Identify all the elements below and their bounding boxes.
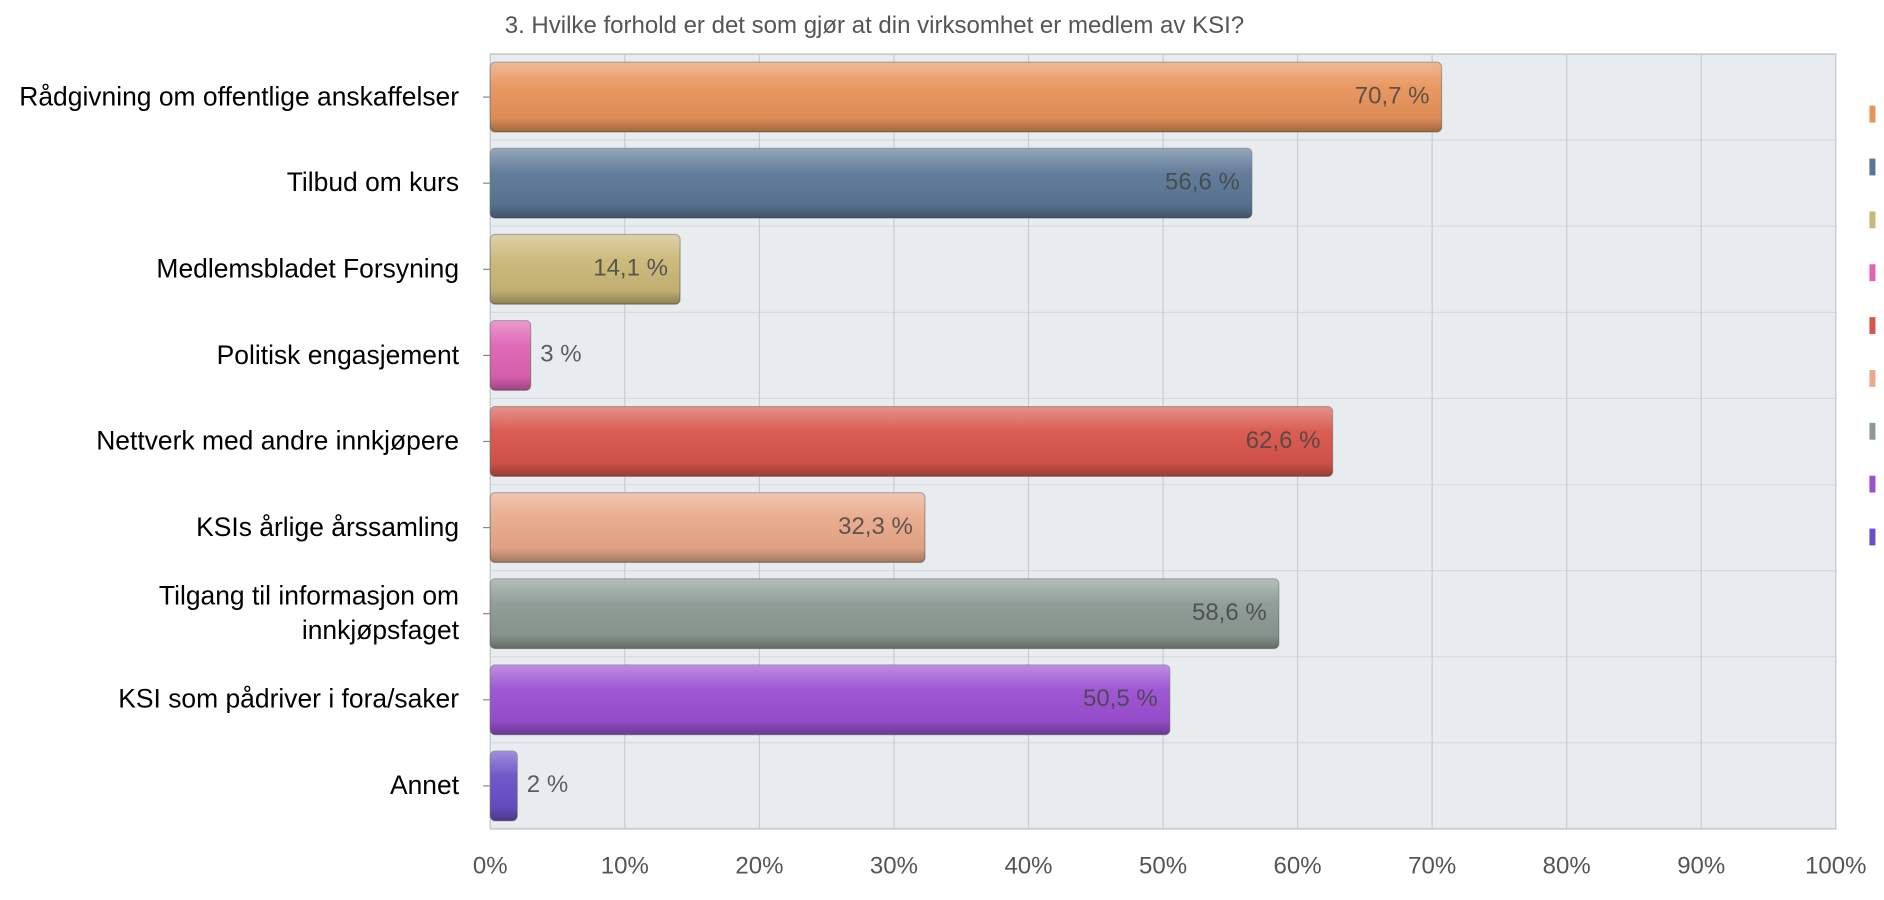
chart-title: 3. Hvilke forhold er det som gjør at din… (505, 12, 1244, 39)
legend-swatch (1869, 422, 1876, 440)
y-tick-label: Politisk engasjement (216, 339, 460, 370)
value-label: 3 % (540, 341, 581, 368)
legend-swatch (1869, 211, 1876, 229)
legend-swatch (1869, 264, 1876, 282)
x-tick-label: 30% (870, 853, 918, 880)
y-tick-label: Rådgivning om offentlige anskaffelser (19, 81, 460, 112)
value-label: 2 % (527, 771, 568, 798)
bar-shine (490, 320, 531, 391)
y-tick-label: Medlemsbladet Forsyning (156, 253, 460, 284)
y-label-box: Nettverk med andre innkjøpere (96, 425, 460, 456)
x-tick-label: 50% (1139, 853, 1187, 880)
bar-shine (490, 578, 1279, 649)
legend-swatch (1869, 105, 1876, 123)
bar-shine (490, 148, 1252, 219)
legend-swatch (1869, 475, 1876, 493)
value-label: 14,1 % (593, 255, 668, 282)
y-label-box: Annet (389, 769, 460, 800)
value-label: 58,6 % (1192, 599, 1267, 626)
y-label-box: KSI som pådriver i fora/saker (118, 683, 460, 714)
bar-shine (490, 664, 1170, 735)
y-label-box: Politisk engasjement (216, 339, 460, 370)
y-tick-label: KSIs årlige årssamling (196, 511, 460, 542)
x-tick-label: 80% (1543, 853, 1591, 880)
x-tick-label: 10% (601, 853, 649, 880)
x-tick-label: 70% (1408, 853, 1456, 880)
legend-swatch (1869, 158, 1876, 176)
x-tick-label: 0% (473, 853, 508, 880)
y-tick-label: Nettverk med andre innkjøpere (96, 425, 460, 456)
x-tick-label: 60% (1274, 853, 1322, 880)
y-tick-label: Tilgang til informasjon om innkjøpsfaget (158, 580, 460, 645)
legend-swatch (1869, 528, 1876, 546)
y-tick-label: KSI som pådriver i fora/saker (118, 683, 460, 714)
y-label-box: Rådgivning om offentlige anskaffelser (19, 81, 460, 112)
value-label: 56,6 % (1165, 169, 1240, 196)
legend-swatch (1869, 370, 1876, 387)
y-label-box: Tilbud om kurs (286, 167, 460, 198)
value-label: 32,3 % (838, 513, 913, 540)
bar-shine (490, 751, 518, 821)
bar-shine (490, 234, 681, 305)
y-label-box: Medlemsbladet Forsyning (156, 253, 460, 284)
y-label-box: Tilgang til informasjon om innkjøpsfaget (158, 580, 460, 645)
bar-shine (490, 492, 925, 563)
x-tick-label: 90% (1677, 853, 1725, 880)
value-label: 70,7 % (1355, 82, 1430, 109)
bar-shine (490, 406, 1333, 477)
x-tick-label: 20% (735, 853, 783, 880)
y-tick-label: Annet (389, 769, 460, 800)
value-label: 50,5 % (1083, 685, 1158, 712)
y-tick-label: Tilbud om kurs (286, 167, 460, 198)
x-tick-label: 100% (1805, 853, 1866, 880)
legend-swatch (1869, 317, 1876, 334)
value-label: 62,6 % (1246, 427, 1321, 454)
y-label-box: KSIs årlige årssamling (196, 511, 460, 542)
x-tick-label: 40% (1004, 853, 1052, 880)
bar-shine (490, 62, 1442, 132)
